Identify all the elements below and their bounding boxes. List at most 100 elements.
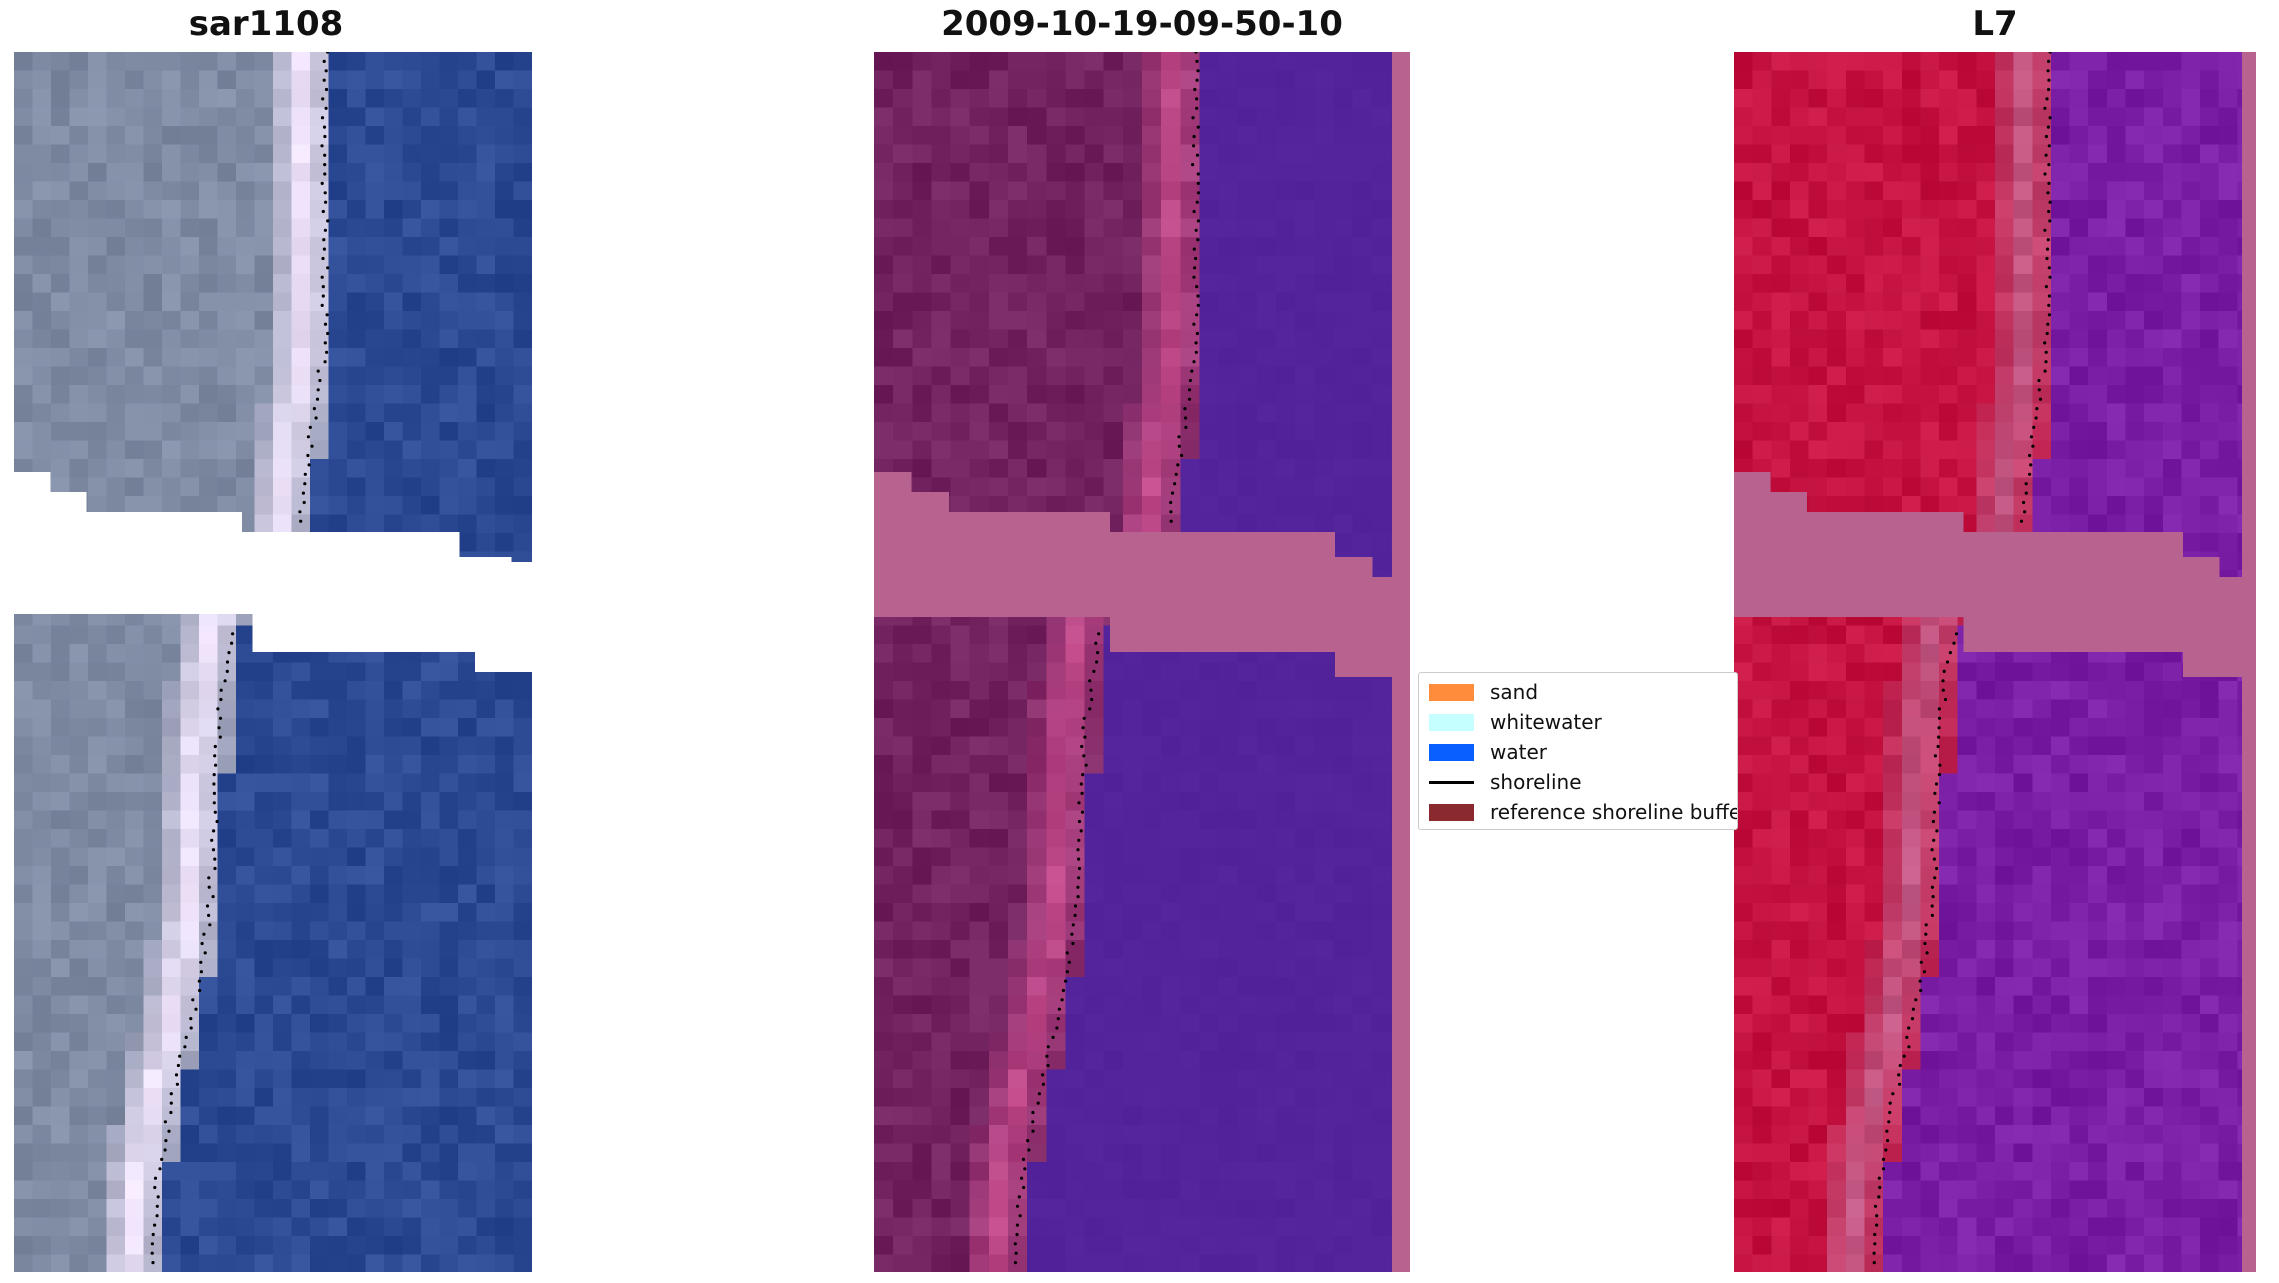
no-data-mask xyxy=(1963,532,2183,617)
shoreline-point xyxy=(1081,726,1085,730)
shoreline-point xyxy=(1071,923,1075,927)
shoreline-point xyxy=(169,1110,173,1115)
shoreline-point xyxy=(1026,1139,1030,1143)
shoreline-point xyxy=(169,1092,173,1096)
panel-title-rgb: sar1108 xyxy=(188,4,344,44)
shoreline-point xyxy=(1907,1026,1911,1030)
no-data-mask xyxy=(1109,532,1335,617)
shoreline-point xyxy=(1057,1007,1061,1011)
shoreline-point xyxy=(1020,1176,1024,1180)
shoreline-point xyxy=(1931,895,1935,899)
shoreline-point xyxy=(1187,397,1192,401)
shoreline-point xyxy=(1076,895,1080,899)
shoreline-point xyxy=(2047,313,2051,317)
shoreline-point xyxy=(225,660,230,664)
shoreline-point xyxy=(1092,669,1096,674)
shoreline-point xyxy=(1195,59,1199,63)
shoreline-point xyxy=(1932,838,1936,842)
shoreline-point xyxy=(223,679,227,683)
shoreline-point xyxy=(212,801,216,805)
shoreline-point xyxy=(1192,360,1196,364)
shoreline-point xyxy=(2047,144,2051,148)
shoreline-point xyxy=(1875,1223,1879,1227)
shoreline-point xyxy=(2028,472,2032,476)
shoreline-point xyxy=(303,472,307,476)
shoreline-point xyxy=(153,1176,158,1180)
shoreline-point xyxy=(2048,116,2052,120)
shoreline-point xyxy=(178,1054,182,1058)
shoreline-point xyxy=(320,144,324,148)
shoreline-point xyxy=(320,181,324,185)
shoreline-point xyxy=(153,1185,157,1190)
shoreline-point xyxy=(1056,1017,1060,1021)
shoreline-point xyxy=(2046,238,2050,242)
shoreline-point xyxy=(1179,453,1184,458)
shoreline-point xyxy=(1918,979,1922,983)
shoreline-point xyxy=(2029,435,2034,439)
shoreline-point xyxy=(1076,848,1080,852)
shoreline-point xyxy=(323,191,327,195)
shoreline-point xyxy=(1877,1195,1881,1199)
shoreline-point xyxy=(1196,303,1200,307)
shoreline-point xyxy=(213,866,217,871)
shoreline-point xyxy=(2048,219,2052,223)
shoreline-point xyxy=(1931,819,1935,824)
shoreline-point xyxy=(312,407,316,411)
shoreline-point xyxy=(155,1204,159,1208)
shoreline-point xyxy=(326,331,330,336)
shoreline-point xyxy=(1196,191,1201,195)
shoreline-point xyxy=(1932,810,1936,814)
rgb-image xyxy=(14,52,532,1272)
shoreline-point xyxy=(1925,951,1929,955)
shoreline-point xyxy=(213,857,217,861)
shoreline-point xyxy=(1196,125,1200,129)
no-data-mask xyxy=(1334,557,1373,617)
shoreline-point xyxy=(325,313,329,317)
shoreline-point xyxy=(1173,482,1177,486)
shoreline-point xyxy=(189,1026,193,1030)
shoreline-point xyxy=(1196,238,1200,242)
shoreline-point xyxy=(1192,275,1196,279)
shoreline-point xyxy=(176,1063,180,1068)
shoreline-point xyxy=(163,1148,167,1152)
shoreline-point xyxy=(151,1261,155,1265)
shoreline-point xyxy=(2028,453,2032,458)
shoreline-point xyxy=(322,125,327,129)
shoreline-point xyxy=(1017,1195,1021,1199)
shoreline-point xyxy=(1077,866,1082,871)
shoreline-point xyxy=(213,744,217,749)
shoreline-point xyxy=(197,979,201,983)
shoreline-point xyxy=(2037,388,2041,392)
shoreline-point xyxy=(1919,960,1923,964)
shoreline-point xyxy=(1945,660,1950,664)
shoreline-point xyxy=(1195,331,1199,336)
shoreline-point xyxy=(212,773,216,777)
shoreline-point xyxy=(207,913,211,918)
shoreline-point xyxy=(322,59,326,63)
legend-item-water: water xyxy=(1429,737,1547,767)
shoreline-point xyxy=(1045,1054,1049,1058)
shoreline-point xyxy=(1190,369,1194,373)
shoreline-point xyxy=(1884,1148,1888,1152)
shoreline-point xyxy=(1196,69,1200,73)
shoreline-point xyxy=(1079,829,1083,833)
shoreline-point xyxy=(208,923,212,927)
shoreline-point xyxy=(189,1017,193,1021)
shoreline-point xyxy=(207,876,211,880)
shoreline-point xyxy=(1082,754,1086,758)
shoreline-point xyxy=(1885,1129,1889,1133)
shoreline-point xyxy=(323,322,328,326)
shoreline-point xyxy=(316,369,320,373)
shoreline-point xyxy=(1061,988,1065,993)
shoreline-point xyxy=(218,735,222,739)
shoreline-point xyxy=(1081,773,1085,777)
shoreline-point xyxy=(2047,59,2051,63)
shoreline-point xyxy=(1184,416,1188,420)
shoreline-point xyxy=(174,1073,179,1077)
shoreline-point xyxy=(2024,482,2028,486)
shoreline-point xyxy=(325,350,329,354)
shoreline-point xyxy=(1193,266,1197,270)
shoreline-point xyxy=(324,200,328,204)
whitewater-swatch xyxy=(1429,713,1474,731)
shoreline-point xyxy=(1014,1251,1018,1255)
